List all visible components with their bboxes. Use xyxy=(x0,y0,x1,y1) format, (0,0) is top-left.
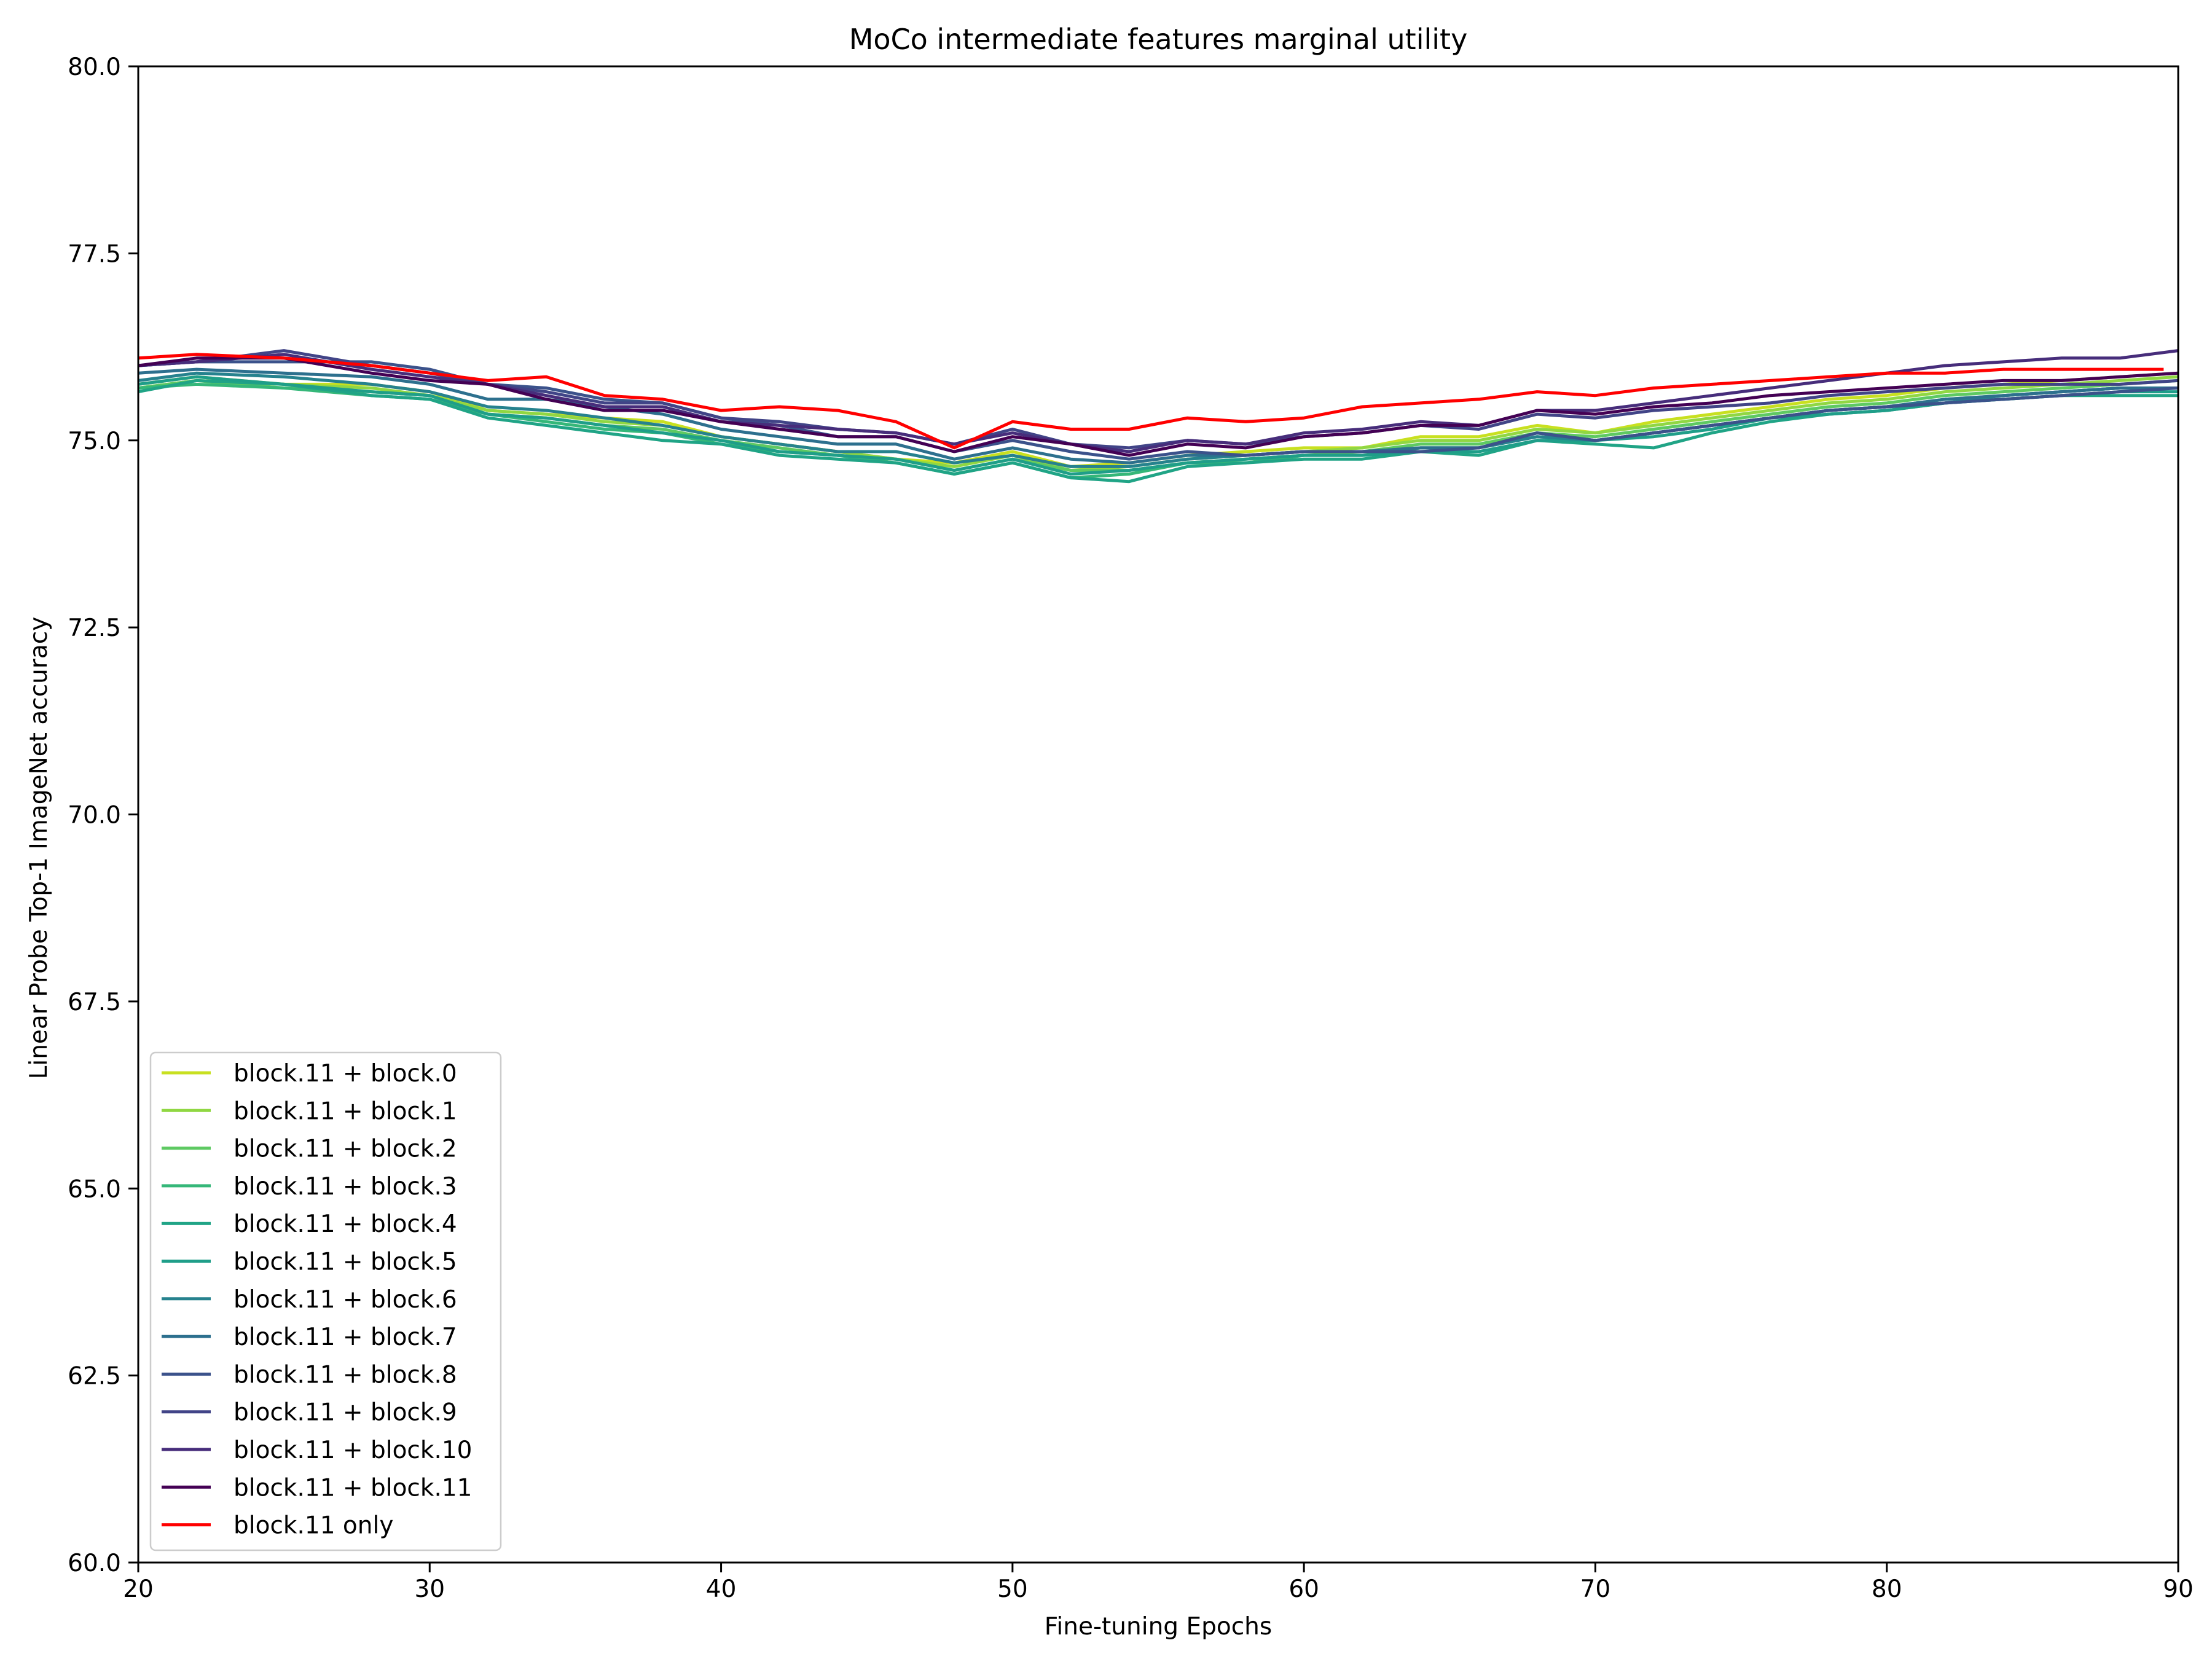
axis-ticks: 20 30 40 50 60 70 80 90 60.0 62.5 65.0 67.5 70.0 72.5… xyxy=(68,53,2194,1603)
legend-label: block.11 + block.6 xyxy=(233,1286,457,1314)
x-tick-label: 80 xyxy=(1872,1575,1902,1603)
legend-label: block.11 + block.7 xyxy=(233,1324,457,1351)
legend-label: block.11 + block.2 xyxy=(233,1135,457,1163)
series-line xyxy=(138,349,2179,453)
x-axis-label: Fine-tuning Epochs xyxy=(1045,1613,1272,1641)
legend-label: block.11 + block.10 xyxy=(233,1437,472,1464)
legend-label: block.11 + block.8 xyxy=(233,1361,457,1389)
legend-label: block.11 + block.11 xyxy=(233,1474,472,1502)
legend-label: block.11 only xyxy=(233,1512,393,1540)
legend: block.11 + block.0 block.11 + block.1 bloc… xyxy=(149,1051,502,1551)
series-line xyxy=(138,375,2178,476)
series-lines xyxy=(138,349,2179,484)
y-tick-label: 70.0 xyxy=(68,802,121,830)
y-tick-label: 75.0 xyxy=(68,428,121,455)
legend-label: block.11 + block.9 xyxy=(233,1399,457,1427)
y-tick-label: 62.5 xyxy=(68,1363,121,1390)
x-tick-label: 50 xyxy=(997,1575,1028,1603)
y-tick-label: 77.5 xyxy=(68,240,121,268)
series-line xyxy=(138,360,2179,461)
x-tick-label: 40 xyxy=(706,1575,737,1603)
y-axis-label: Linear Probe Top-1 ImageNet accuracy xyxy=(25,617,53,1080)
y-tick-label: 67.5 xyxy=(68,989,121,1016)
x-tick-label: 20 xyxy=(123,1575,154,1603)
series-line xyxy=(138,353,2164,450)
plot-area-frame xyxy=(137,65,2179,1564)
y-tick-label: 80.0 xyxy=(68,53,121,81)
x-tick-label: 30 xyxy=(414,1575,445,1603)
series-line xyxy=(138,356,2179,457)
legend-box xyxy=(149,1051,502,1551)
x-tick-label: 90 xyxy=(2163,1575,2194,1603)
y-tick-label: 60.0 xyxy=(68,1550,121,1577)
legend-label: block.11 + block.1 xyxy=(233,1097,457,1125)
legend-label: block.11 + block.5 xyxy=(233,1249,457,1276)
x-tick-label: 70 xyxy=(1580,1575,1611,1603)
legend-label: block.11 + block.0 xyxy=(233,1060,457,1088)
chart-title: MoCo intermediate features marginal util… xyxy=(849,23,1468,56)
legend-label: block.11 + block.4 xyxy=(233,1210,457,1238)
legend-label: block.11 + block.3 xyxy=(233,1173,457,1201)
y-tick-label: 65.0 xyxy=(68,1175,121,1203)
y-tick-label: 72.5 xyxy=(68,614,121,642)
x-tick-label: 60 xyxy=(1288,1575,1319,1603)
